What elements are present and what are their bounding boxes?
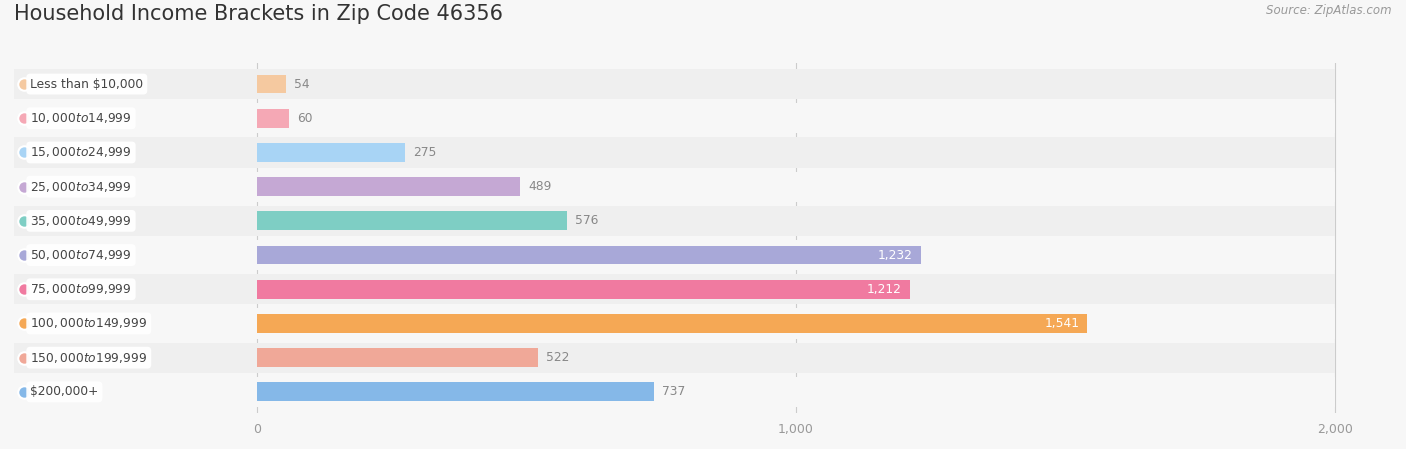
Text: 1,212: 1,212 bbox=[868, 283, 901, 296]
Bar bbox=[14, 240, 1334, 270]
Bar bbox=[257, 143, 405, 162]
Text: 1,232: 1,232 bbox=[877, 249, 912, 262]
Text: Household Income Brackets in Zip Code 46356: Household Income Brackets in Zip Code 46… bbox=[14, 4, 503, 25]
Bar bbox=[14, 69, 1334, 99]
Text: $25,000 to $34,999: $25,000 to $34,999 bbox=[31, 180, 132, 194]
Bar bbox=[14, 137, 1334, 167]
Text: $200,000+: $200,000+ bbox=[31, 385, 98, 398]
Text: 54: 54 bbox=[294, 78, 309, 91]
Text: 275: 275 bbox=[413, 146, 436, 159]
Text: $50,000 to $74,999: $50,000 to $74,999 bbox=[31, 248, 132, 262]
Text: 489: 489 bbox=[529, 180, 551, 193]
Bar bbox=[257, 383, 654, 401]
Text: 60: 60 bbox=[297, 112, 312, 125]
Bar bbox=[257, 211, 567, 230]
Text: $150,000 to $199,999: $150,000 to $199,999 bbox=[31, 351, 148, 365]
Text: 522: 522 bbox=[546, 351, 569, 364]
Text: $10,000 to $14,999: $10,000 to $14,999 bbox=[31, 111, 132, 125]
Text: 1,541: 1,541 bbox=[1045, 317, 1080, 330]
Text: $15,000 to $24,999: $15,000 to $24,999 bbox=[31, 145, 132, 159]
Text: 737: 737 bbox=[662, 385, 685, 398]
Bar bbox=[257, 348, 538, 367]
Bar bbox=[257, 109, 290, 128]
Bar bbox=[14, 172, 1334, 202]
Bar bbox=[14, 103, 1334, 133]
Text: $35,000 to $49,999: $35,000 to $49,999 bbox=[31, 214, 132, 228]
Bar bbox=[14, 206, 1334, 236]
Bar bbox=[257, 177, 520, 196]
Text: 576: 576 bbox=[575, 214, 599, 227]
Bar bbox=[257, 314, 1087, 333]
Bar bbox=[257, 246, 921, 264]
Bar bbox=[14, 377, 1334, 407]
Bar bbox=[257, 280, 910, 299]
Text: $75,000 to $99,999: $75,000 to $99,999 bbox=[31, 282, 132, 296]
Bar bbox=[14, 274, 1334, 304]
Bar bbox=[14, 343, 1334, 373]
Text: $100,000 to $149,999: $100,000 to $149,999 bbox=[31, 317, 148, 330]
Bar bbox=[257, 75, 285, 93]
Text: Source: ZipAtlas.com: Source: ZipAtlas.com bbox=[1267, 4, 1392, 18]
Bar bbox=[14, 308, 1334, 339]
Text: Less than $10,000: Less than $10,000 bbox=[31, 78, 143, 91]
